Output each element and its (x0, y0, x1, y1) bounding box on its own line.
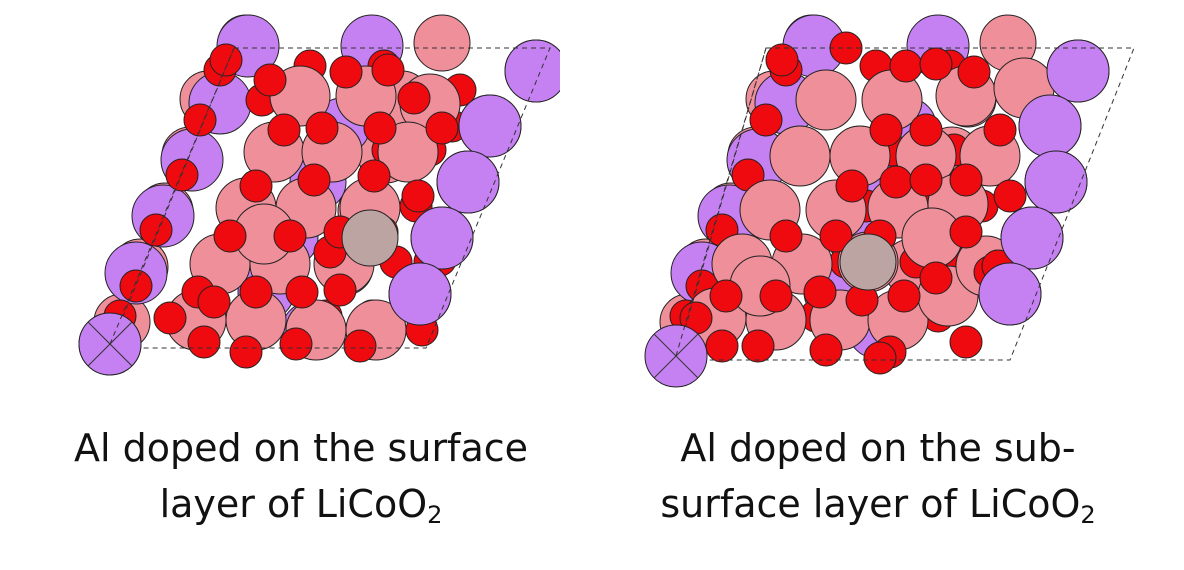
o-atom (889, 49, 923, 83)
o-atom (239, 275, 273, 309)
o-atom (305, 111, 339, 145)
o-atom (769, 219, 803, 253)
al-dopant-atom (341, 209, 399, 267)
li-atom (978, 262, 1042, 326)
o-atom (983, 113, 1017, 147)
li-atom (1018, 94, 1082, 158)
li-atom (1024, 150, 1088, 214)
caption-line-2: surface layer of LiCoO2 (578, 476, 1178, 543)
o-atom (187, 325, 221, 359)
structure-panel-subsurface-doped (636, 0, 1146, 400)
caption-line-1: Al doped on the sub- (680, 426, 1076, 470)
o-atom (273, 219, 307, 253)
caption-subsurface-doped: Al doped on the sub- surface layer of Li… (578, 420, 1178, 543)
co-atom (413, 14, 471, 72)
li-atom (1000, 206, 1064, 270)
li-atom (388, 262, 452, 326)
o-atom (213, 219, 247, 253)
o-atom (397, 81, 431, 115)
o-atom (909, 113, 943, 147)
o-atom (803, 275, 837, 309)
o-atom (139, 213, 173, 247)
o-atom (183, 103, 217, 137)
o-atom (993, 179, 1027, 213)
o-atom (879, 165, 913, 199)
o-atom (919, 261, 953, 295)
o-atom (835, 169, 869, 203)
caption-formula-subscript: 2 (1080, 501, 1096, 529)
o-atom (401, 179, 435, 213)
caption-line-2: layer of LiCoO2 (1, 476, 601, 543)
caption-surface-doped: Al doped on the surface layer of LiCoO2 (1, 420, 601, 543)
co-atom (769, 125, 831, 187)
o-atom (209, 43, 243, 77)
o-atom (919, 47, 953, 81)
li-atom (458, 94, 522, 158)
o-atom (197, 285, 231, 319)
o-atom (949, 325, 983, 359)
li-atom (436, 150, 500, 214)
o-atom (741, 329, 775, 363)
unit-cell-outline (109, 47, 551, 349)
o-atom (229, 335, 263, 369)
structure-panel-surface-doped (70, 0, 560, 400)
al-dopant-atom (839, 233, 897, 291)
o-atom (343, 329, 377, 363)
o-atom (357, 159, 391, 193)
o-atom (323, 273, 357, 307)
o-atom (809, 333, 843, 367)
o-atom (705, 329, 739, 363)
crystal-structure-image (644, 14, 1135, 388)
li-atom (410, 206, 474, 270)
o-atom (153, 301, 187, 335)
o-atom (279, 327, 313, 361)
o-atom (749, 103, 783, 137)
li-atom (504, 39, 560, 103)
o-atom (957, 55, 991, 89)
crystal-structure-image (78, 14, 560, 376)
o-atom (119, 269, 153, 303)
caption-formula-subscript: 2 (427, 501, 443, 529)
caption-formula-text: layer of LiCoO (159, 482, 428, 526)
o-atom (239, 169, 273, 203)
o-atom (329, 55, 363, 89)
o-atom (425, 111, 459, 145)
o-atom (371, 53, 405, 87)
o-atom (363, 111, 397, 145)
unit-cell-outline (675, 47, 1135, 361)
o-atom (709, 279, 743, 313)
o-atom (863, 341, 897, 375)
li-atom (1046, 39, 1110, 103)
caption-line-1: Al doped on the surface (74, 426, 528, 470)
o-atom (909, 163, 943, 197)
o-atom (253, 63, 287, 97)
o-atom (819, 219, 853, 253)
co-atom (795, 69, 857, 131)
o-atom (869, 113, 903, 147)
o-atom (765, 43, 799, 77)
caption-formula-text: surface layer of LiCoO (660, 482, 1081, 526)
o-atom (949, 163, 983, 197)
o-atom (759, 279, 793, 313)
o-atom (267, 113, 301, 147)
o-atom (887, 279, 921, 313)
o-atom (949, 215, 983, 249)
o-atom (285, 275, 319, 309)
o-atom (297, 163, 331, 197)
